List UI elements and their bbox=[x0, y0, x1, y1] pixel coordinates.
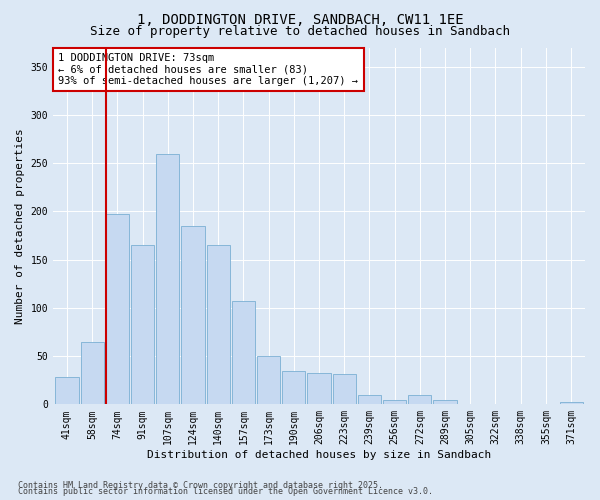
Bar bbox=[206, 245, 230, 404]
Bar bbox=[560, 402, 583, 404]
Bar bbox=[282, 370, 305, 404]
Bar bbox=[332, 374, 356, 404]
Text: Contains HM Land Registry data © Crown copyright and database right 2025.: Contains HM Land Registry data © Crown c… bbox=[18, 481, 383, 490]
Bar bbox=[307, 372, 331, 404]
Text: Contains public sector information licensed under the Open Government Licence v3: Contains public sector information licen… bbox=[18, 488, 433, 496]
Y-axis label: Number of detached properties: Number of detached properties bbox=[15, 128, 25, 324]
Bar bbox=[131, 245, 154, 404]
Text: 1 DODDINGTON DRIVE: 73sqm
← 6% of detached houses are smaller (83)
93% of semi-d: 1 DODDINGTON DRIVE: 73sqm ← 6% of detach… bbox=[58, 53, 358, 86]
Bar bbox=[80, 342, 104, 404]
Bar bbox=[106, 214, 129, 404]
Bar bbox=[257, 356, 280, 405]
Bar bbox=[358, 394, 381, 404]
Bar bbox=[408, 394, 431, 404]
Text: 1, DODDINGTON DRIVE, SANDBACH, CW11 1EE: 1, DODDINGTON DRIVE, SANDBACH, CW11 1EE bbox=[137, 12, 463, 26]
Bar bbox=[232, 301, 255, 405]
Bar bbox=[156, 154, 179, 404]
Bar bbox=[383, 400, 406, 404]
Bar bbox=[181, 226, 205, 404]
Bar bbox=[55, 378, 79, 404]
X-axis label: Distribution of detached houses by size in Sandbach: Distribution of detached houses by size … bbox=[147, 450, 491, 460]
Text: Size of property relative to detached houses in Sandbach: Size of property relative to detached ho… bbox=[90, 25, 510, 38]
Bar bbox=[433, 400, 457, 404]
